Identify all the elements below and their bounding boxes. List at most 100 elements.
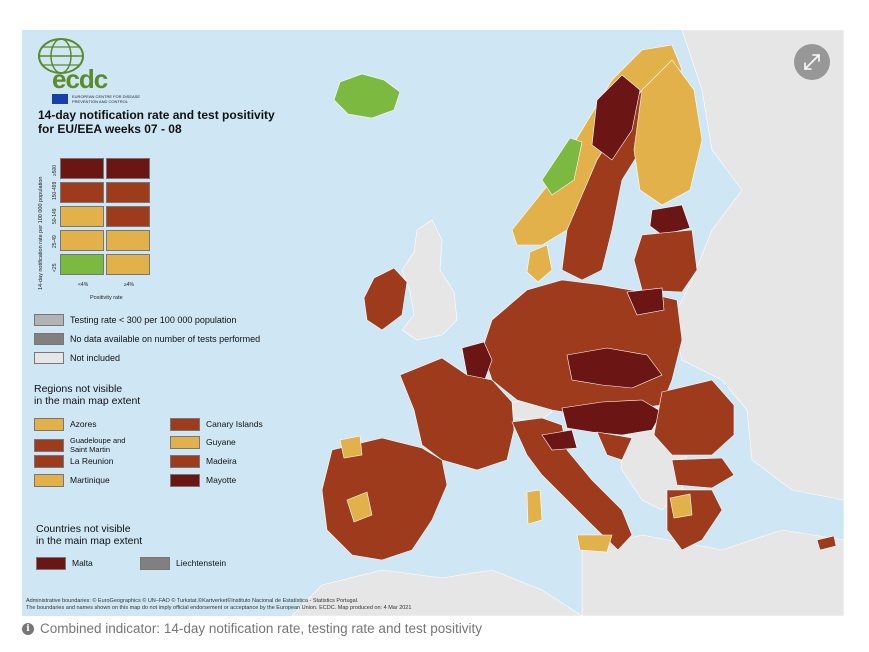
- footnote-line2: The boundaries and names shown on this m…: [26, 605, 412, 611]
- land-ireland: [363, 267, 408, 331]
- matrix-y-tick: <25: [52, 263, 58, 272]
- expand-icon: [804, 54, 820, 70]
- land-not-included-east: [581, 30, 844, 616]
- land-finland: [633, 59, 703, 206]
- region-swatch: [170, 474, 200, 487]
- matrix-cell: [60, 254, 104, 275]
- region-label: Martinique: [70, 475, 110, 485]
- land-norway-green: [541, 137, 583, 196]
- country-label: Liechtenstein: [176, 558, 227, 568]
- land-spain-yellow: [346, 491, 373, 523]
- matrix-cell: [60, 230, 104, 251]
- region-swatch: [170, 418, 200, 431]
- region-label: Azores: [70, 419, 97, 429]
- land-romania: [653, 379, 735, 456]
- matrix-cell: [106, 254, 150, 275]
- caption-text: Combined indicator: 14-day notification …: [40, 621, 482, 636]
- region-label: Canary Islands: [206, 419, 263, 429]
- land-bulgaria: [671, 457, 735, 489]
- region-label: Madeira: [206, 456, 237, 466]
- matrix-x-tick-high: ≥4%: [124, 282, 134, 288]
- region-label: Guadeloupe and Saint Martin: [70, 436, 126, 454]
- land-latvia-lithuania: [633, 229, 698, 293]
- logo-text: ecdc: [52, 64, 108, 94]
- land-croatia: [596, 431, 633, 461]
- regions-title-line1: Regions not visible: [34, 383, 123, 395]
- land-sicily: [576, 534, 613, 553]
- land-cyprus: [816, 535, 837, 551]
- land-uk: [401, 219, 458, 341]
- matrix-cell: [106, 182, 150, 203]
- land-sweden-north: [591, 74, 641, 161]
- matrix-x-title: Positivity rate: [90, 295, 123, 301]
- legend-item-no-data: No data available on number of tests per…: [34, 333, 260, 345]
- matrix-cell: [106, 158, 150, 179]
- region-label: Mayotte: [206, 475, 237, 485]
- legend-item-testing-rate: Testing rate < 300 per 100 000 populatio…: [34, 314, 236, 326]
- region-mayotte: Mayotte: [170, 474, 236, 487]
- map-title: 14-day notification rate and test positi…: [38, 108, 275, 136]
- title-line1: 14-day notification rate and test positi…: [38, 108, 275, 122]
- expand-button[interactable]: [794, 44, 830, 80]
- land-denmark: [526, 244, 553, 283]
- land-greece-yellow: [669, 493, 693, 519]
- footnote-line1: Administrative boundaries: © EuroGeograp…: [26, 598, 359, 604]
- land-france: [399, 357, 515, 471]
- region-guyane: Guyane: [170, 436, 236, 449]
- eu-flag-icon: [52, 94, 68, 104]
- logo-subtitle: EUROPEAN CENTRE FOR DISEASE PREVENTION A…: [72, 94, 141, 104]
- matrix-cell: [60, 182, 104, 203]
- region-swatch: [34, 474, 64, 487]
- legend-label: Not included: [70, 353, 121, 363]
- legend-label: Testing rate < 300 per 100 000 populatio…: [70, 315, 237, 325]
- country-malta: Malta: [36, 557, 93, 570]
- map-frame: ecdc EUROPEAN CENTRE FOR DISEASE PREVENT…: [22, 30, 844, 616]
- countries-title-line1: Countries not visible: [36, 523, 131, 535]
- europe-map: [291, 30, 844, 616]
- legend-swatch: [34, 352, 64, 364]
- land-poland-north: [626, 287, 665, 316]
- legend-swatch: [34, 314, 64, 326]
- country-swatch: [36, 557, 66, 570]
- region-azores: Azores: [34, 418, 96, 431]
- country-label: Malta: [72, 558, 93, 568]
- land-italy: [511, 417, 633, 551]
- figure-caption: i Combined indicator: 14-day notificatio…: [22, 621, 482, 636]
- matrix-cell: [106, 230, 150, 251]
- region-la-reunion: La Reunion: [34, 455, 113, 468]
- region-swatch: [170, 436, 200, 449]
- matrix-cell: [60, 158, 104, 179]
- region-swatch: [170, 455, 200, 468]
- land-belgium: [461, 341, 493, 383]
- land-spain: [321, 437, 448, 561]
- land-iceland: [333, 73, 401, 119]
- info-icon: i: [22, 622, 34, 635]
- region-canary-islands: Canary Islands: [170, 418, 263, 431]
- matrix-x-tick-low: <4%: [78, 282, 89, 288]
- land-italy-north-dark: [541, 429, 578, 451]
- footnote: Administrative boundaries: © EuroGeograp…: [26, 598, 411, 612]
- legend-swatch: [34, 333, 64, 345]
- region-swatch: [34, 438, 64, 452]
- land-sardinia: [526, 489, 543, 525]
- region-label: Guyane: [206, 437, 236, 447]
- regions-title: Regions not visible in the main map exte…: [34, 383, 140, 407]
- regions-title-line2: in the main map extent: [34, 395, 141, 407]
- countries-title: Countries not visible in the main map ex…: [36, 523, 142, 547]
- matrix-y-tick: 150-499: [52, 181, 58, 200]
- country-liechtenstein: Liechtenstein: [140, 557, 226, 570]
- legend-label: No data available on number of tests per…: [70, 334, 261, 344]
- legend-item-not-included: Not included: [34, 352, 120, 364]
- country-swatch: [140, 557, 170, 570]
- region-madeira: Madeira: [170, 455, 237, 468]
- title-line2: for EU/EEA weeks 07 - 08: [38, 122, 182, 136]
- matrix-y-tick: 50-149: [52, 208, 58, 224]
- land-spain-north-yellow: [339, 435, 363, 459]
- land-czechia-slovakia: [566, 347, 663, 389]
- region-swatch: [34, 455, 64, 468]
- matrix-cell: [60, 206, 104, 227]
- matrix-y-axis-title: 14-day notification rate per 100 000 pop…: [38, 176, 44, 290]
- matrix-y-tick: ≥500: [52, 164, 58, 176]
- region-guadeloupe: Guadeloupe and Saint Martin: [34, 436, 154, 454]
- globe-logo-icon: [38, 38, 84, 74]
